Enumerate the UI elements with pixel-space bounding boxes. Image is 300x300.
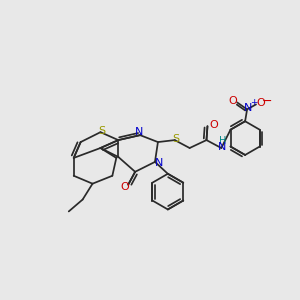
Text: O: O — [209, 120, 218, 130]
Text: +: + — [250, 98, 258, 107]
Text: N: N — [218, 142, 226, 152]
Text: O: O — [256, 98, 265, 108]
Text: N: N — [155, 158, 163, 168]
Text: N: N — [135, 127, 143, 137]
Text: S: S — [172, 134, 179, 144]
Text: O: O — [229, 97, 238, 106]
Text: −: − — [262, 95, 272, 108]
Text: S: S — [98, 126, 105, 136]
Text: N: N — [244, 103, 252, 113]
Text: H: H — [219, 136, 226, 146]
Text: O: O — [121, 182, 130, 192]
